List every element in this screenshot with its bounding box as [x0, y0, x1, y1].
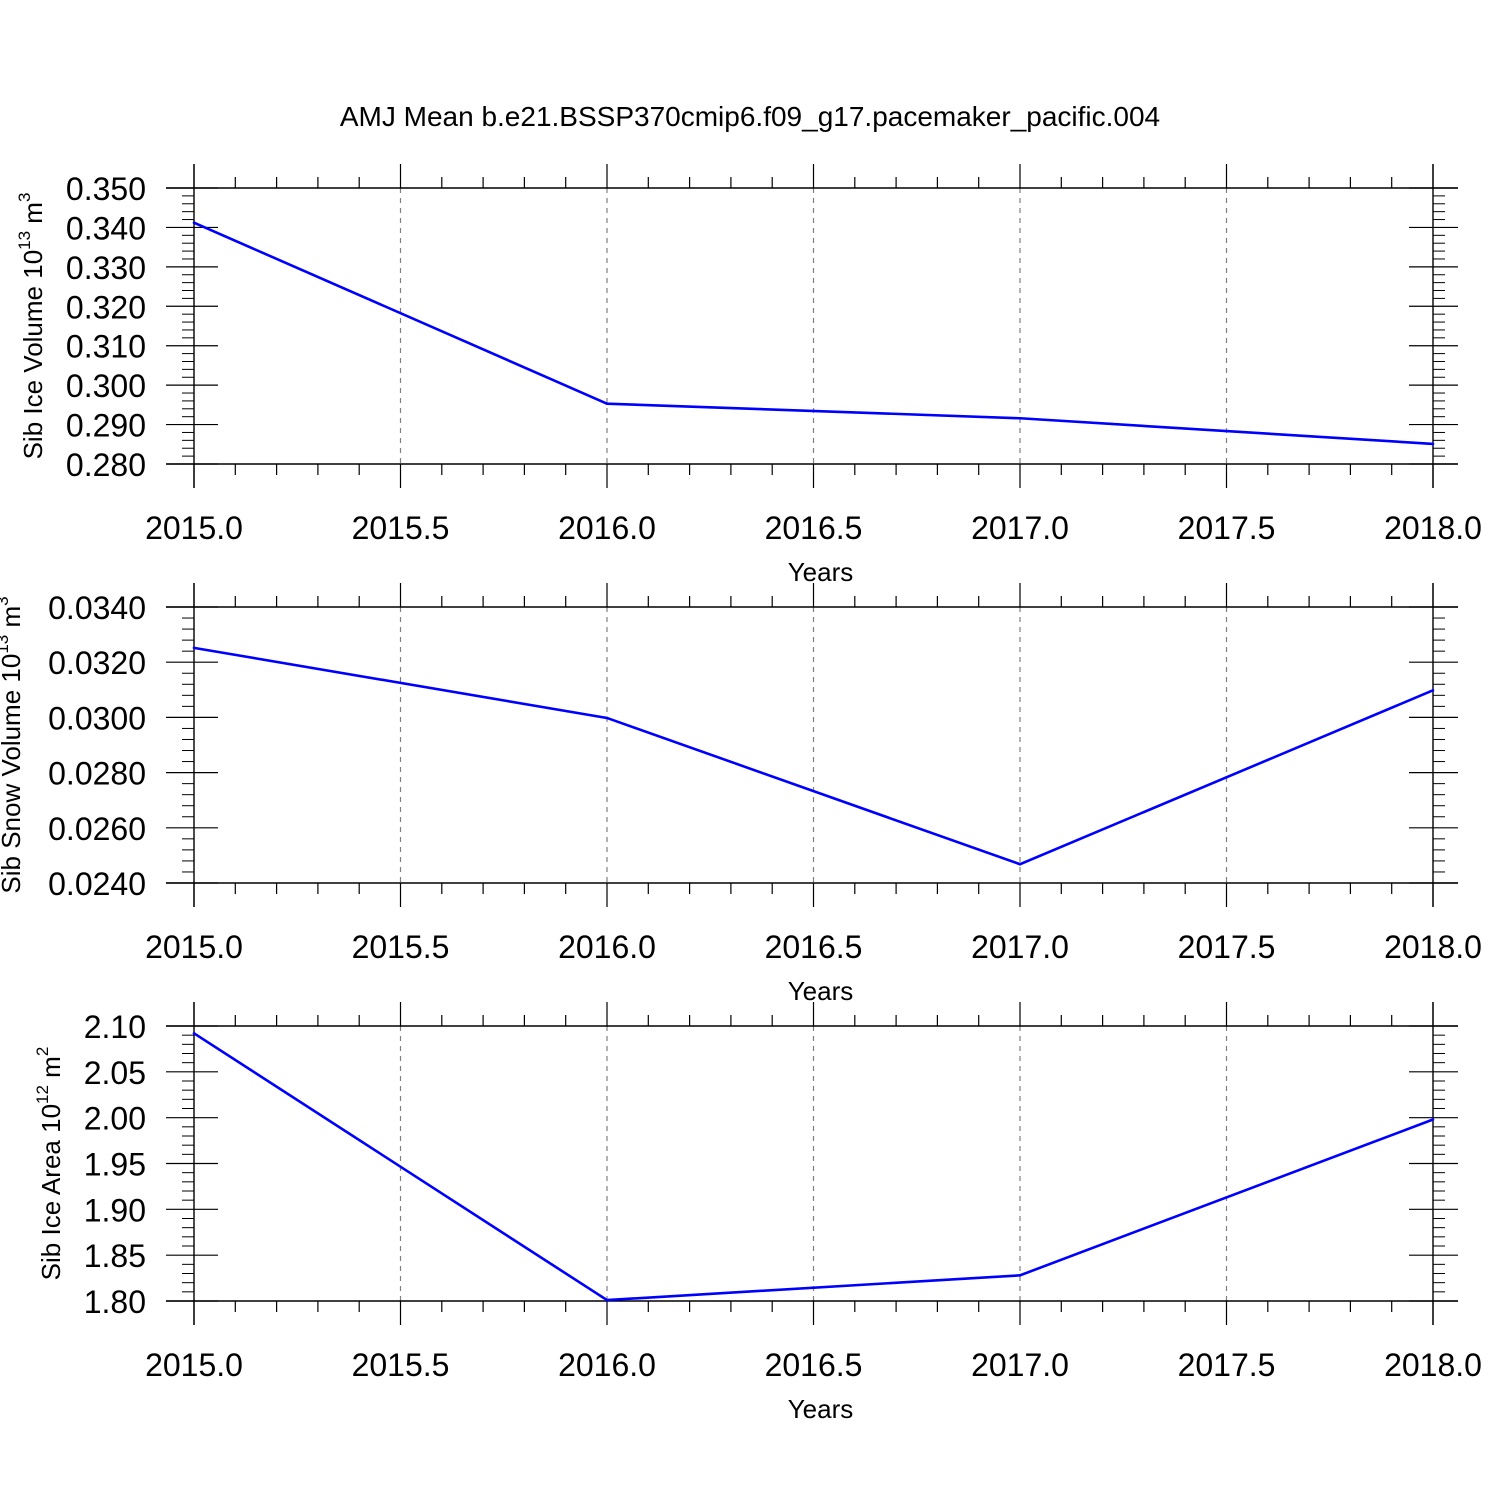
x-tick-label: 2017.5	[1178, 1347, 1276, 1383]
y-tick-label: 0.290	[66, 408, 146, 444]
data-point	[605, 1298, 609, 1302]
y-tick-label: 0.0260	[48, 811, 146, 847]
y-axis-title-exponent: 13	[0, 635, 12, 654]
series-line-1	[193, 221, 1434, 446]
y-tick-label: 1.85	[84, 1238, 146, 1274]
series-line-1	[193, 1032, 1434, 1302]
y-tick-label: 0.280	[66, 447, 146, 483]
x-tick-label: 2016.0	[558, 929, 656, 965]
x-axis-title: Years	[788, 976, 854, 1006]
x-tick-label: 2016.5	[765, 510, 863, 546]
y-axis-title-text: Sib Ice Volume 10	[18, 250, 48, 460]
y-tick-label: 0.0340	[48, 590, 146, 626]
x-tick-label: 2017.5	[1178, 929, 1276, 965]
y-tick-label: 0.310	[66, 329, 146, 365]
data-point	[192, 1032, 196, 1035]
y-axis-title-text: Sib Snow Volume 10	[0, 654, 26, 894]
data-point	[605, 402, 609, 405]
y-tick-label: 0.0280	[48, 756, 146, 792]
x-tick-label: 2016.5	[765, 1347, 863, 1383]
y-axis-title-exponent: 12	[33, 1085, 52, 1104]
y-tick-label: 0.300	[66, 368, 146, 404]
y-tick-label: 0.320	[66, 289, 146, 325]
y-tick-label: 0.0240	[48, 866, 146, 902]
y-axis-title: Sib Ice Volume 1013 m3	[15, 193, 48, 460]
y-axis-title-unit-exponent: 2	[33, 1047, 52, 1056]
y-tick-label: 2.00	[84, 1101, 146, 1137]
figure-title: AMJ Mean b.e21.BSSP370cmip6.f09_g17.pace…	[340, 101, 1160, 132]
y-axis-title-unit-exponent: 3	[15, 193, 34, 202]
chart-panel-2: 2015.0 2015.5 2016.0 2016.5 2017.0 2017.5 2018…	[0, 583, 1482, 1006]
x-tick-label: 2016.0	[558, 1347, 656, 1383]
x-axis-title: Years	[788, 1394, 854, 1424]
x-tick-label: 2017.0	[971, 1347, 1069, 1383]
data-point	[1431, 442, 1435, 446]
y-axis-title-unit: m	[36, 1056, 66, 1085]
data-point	[192, 221, 196, 224]
y-axis-title: Sib Snow Volume 1013 m3	[0, 596, 26, 893]
x-tick-label: 2017.0	[971, 510, 1069, 546]
y-axis-title-unit: m	[0, 606, 26, 635]
y-axis-title-text: Sib Ice Area 10	[36, 1104, 66, 1280]
y-axis-title-unit-exponent: 3	[0, 596, 12, 605]
x-tick-label: 2015.0	[145, 929, 243, 965]
y-tick-label: 1.80	[84, 1284, 146, 1320]
y-axis-title-unit: m	[18, 202, 48, 231]
x-tick-label: 2017.0	[971, 929, 1069, 965]
data-point	[192, 646, 196, 650]
x-tick-label: 2018.0	[1384, 510, 1482, 546]
y-tick-label: 0.0300	[48, 700, 146, 736]
x-tick-label: 2016.5	[765, 929, 863, 965]
x-tick-label: 2015.5	[352, 510, 450, 546]
x-tick-label: 2018.0	[1384, 929, 1482, 965]
x-tick-label: 2015.5	[352, 929, 450, 965]
data-point	[1018, 416, 1022, 420]
x-tick-label: 2015.0	[145, 510, 243, 546]
y-axis-title-exponent: 13	[15, 231, 34, 250]
data-point	[1431, 1118, 1435, 1121]
x-tick-label: 2018.0	[1384, 1347, 1482, 1383]
chart-panel-1: 2015.0 2015.5 2016.0 2016.5 2017.0 2017.5 2018…	[15, 164, 1482, 587]
data-point	[1018, 862, 1022, 866]
series-line-1	[193, 646, 1434, 866]
y-tick-label: 0.350	[66, 171, 146, 207]
data-point	[605, 716, 609, 720]
y-tick-label: 0.330	[66, 250, 146, 286]
y-tick-label: 1.95	[84, 1147, 146, 1183]
x-tick-label: 2017.5	[1178, 510, 1276, 546]
y-tick-label: 0.340	[66, 210, 146, 246]
y-tick-label: 2.05	[84, 1055, 146, 1091]
y-tick-label: 0.0320	[48, 645, 146, 681]
y-axis-title: Sib Ice Area 1012 m2	[33, 1047, 66, 1281]
x-axis-title: Years	[788, 557, 854, 587]
y-tick-label: 1.90	[84, 1192, 146, 1228]
x-tick-label: 2015.5	[352, 1347, 450, 1383]
x-tick-label: 2015.0	[145, 1347, 243, 1383]
data-point	[1018, 1274, 1022, 1277]
y-tick-label: 2.10	[84, 1009, 146, 1045]
chart-panel-3: 2015.0 2015.5 2016.0 2016.5 2017.0 2017.5 2018…	[33, 1002, 1482, 1424]
x-tick-label: 2016.0	[558, 510, 656, 546]
data-point	[1431, 689, 1435, 692]
